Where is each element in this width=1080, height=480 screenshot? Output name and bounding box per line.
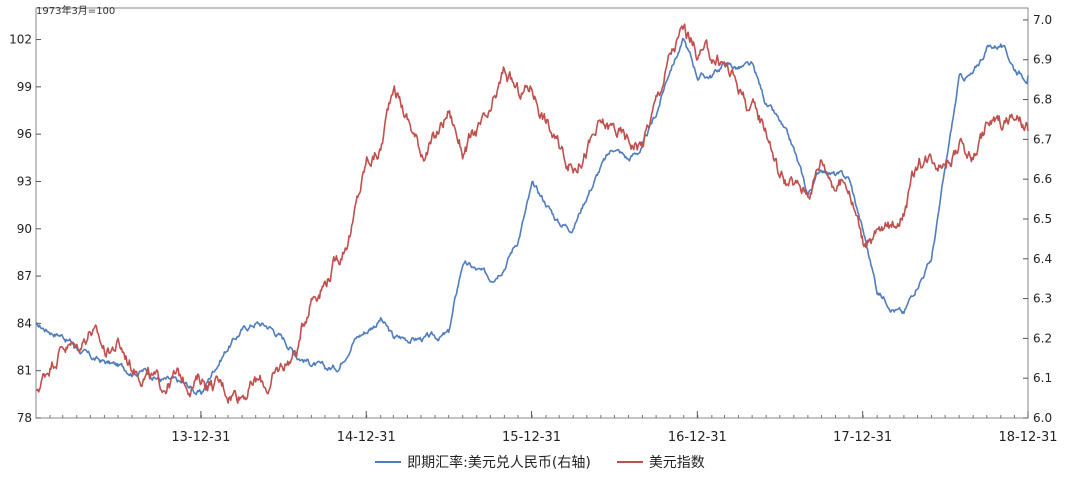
right-y-axis: 6.0 6.1 6.2 6.3 6.4 6.5 6.6 6.7 6.8 6.9 7.0 [1023,13,1052,425]
right-tick-label: 6.2 [1033,331,1052,345]
right-tick-label: 6.6 [1033,172,1052,186]
left-tick-label: 84 [17,316,32,330]
x-axis: 13-12-31 14-12-31 15-12-31 16-12-31 17-12-31… [49,411,1058,445]
right-tick-label: 6.3 [1033,292,1052,306]
right-tick-label: 6.7 [1033,132,1052,146]
series-layer [35,23,1029,404]
right-tick-label: 6.4 [1033,252,1052,266]
plot-area [35,7,1029,419]
right-tick-label: 6.1 [1033,371,1052,385]
x-tick-label: 13-12-31 [171,430,230,445]
legend-item-exchange-rate: 即期汇率:美元兑人民币(右轴) [375,452,591,472]
left-tick-label: 102 [9,33,32,47]
legend-label-dollar-index: 美元指数 [648,455,705,471]
right-tick-label: 7.0 [1033,13,1052,27]
left-tick-label: 87 [17,269,32,283]
legend-swatch-dollar-index [616,461,643,463]
right-tick-label: 6.8 [1033,93,1052,107]
legend-item-dollar-index: 美元指数 [616,452,705,472]
left-tick-label: 99 [17,80,32,94]
right-tick-label: 6.0 [1033,411,1052,425]
legend-swatch-exchange-rate [375,461,402,463]
left-axis-unit-label: 1973年3月=100 [36,6,116,17]
right-tick-label: 6.5 [1033,212,1052,226]
plot-frame [35,7,1029,419]
x-tick-label: 14-12-31 [337,430,396,445]
x-tick-label: 15-12-31 [502,430,561,445]
left-tick-label: 93 [17,174,32,188]
series-line-exchange-rate [35,37,1029,396]
x-tick-label: 17-12-31 [833,430,892,445]
left-tick-label: 81 [17,364,32,378]
left-tick-label: 96 [17,127,32,141]
series-line-dollar-index [35,23,1029,404]
left-tick-label: 90 [17,222,32,236]
right-tick-label: 6.9 [1033,53,1052,67]
x-tick-label: 16-12-31 [668,430,727,445]
left-tick-label: 78 [17,411,32,425]
legend: 即期汇率:美元兑人民币(右轴) 美元指数 [0,452,1080,472]
x-tick-label: 18-12-31 [998,430,1057,445]
legend-label-exchange-rate: 即期汇率:美元兑人民币(右轴) [407,455,591,471]
left-y-axis: 78 81 84 87 90 93 96 99 102 [9,33,41,425]
